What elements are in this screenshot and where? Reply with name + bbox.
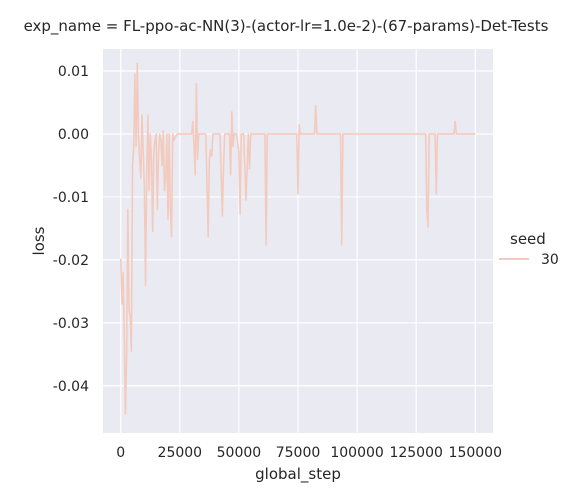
series-layer — [119, 62, 476, 415]
legend: seed 30 — [499, 230, 559, 268]
x-tick-label: 50000 — [217, 445, 262, 461]
y-tick-label: 0.00 — [58, 127, 89, 143]
y-tick-label: 0.01 — [58, 64, 89, 80]
legend-entry-30: 30 — [541, 252, 559, 268]
x-tick-label: 125000 — [389, 445, 442, 461]
legend-title: seed — [510, 230, 546, 248]
x-tick-label: 25000 — [158, 445, 203, 461]
x-axis-label: global_step — [255, 465, 341, 484]
chart-title: exp_name = FL-ppo-ac-NN(3)-(actor-lr=1.0… — [24, 17, 549, 36]
y-tick-label: -0.04 — [53, 379, 89, 395]
y-tick-label: -0.03 — [53, 316, 89, 332]
x-tick-label: 150000 — [449, 445, 502, 461]
x-tick-label: 100000 — [330, 445, 383, 461]
x-tick-label: 75000 — [276, 445, 321, 461]
y-tick-label: -0.01 — [53, 190, 89, 206]
x-tick-label: 0 — [116, 445, 125, 461]
y-axis-label: loss — [30, 226, 48, 255]
y-tick-label: -0.02 — [53, 253, 89, 269]
series-line-30 — [119, 62, 476, 415]
tick-labels: 0 25000 50000 75000 100000 125000 150000 -0.04 -… — [53, 64, 502, 461]
